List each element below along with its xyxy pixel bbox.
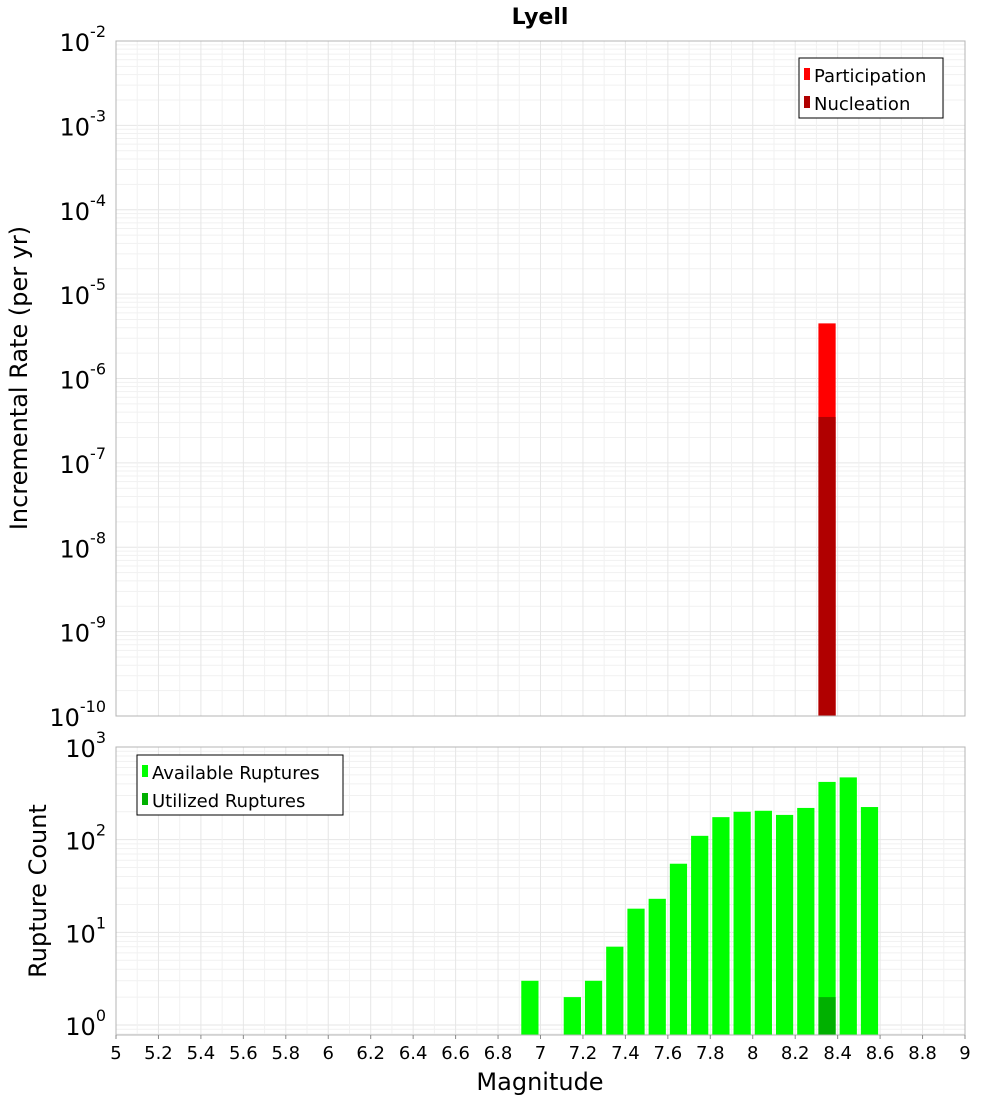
bar-bottom-available-ruptures-12 [797,807,815,1035]
legend-top [798,57,944,119]
bottom-y-axis-label: Rupture Count [24,804,52,978]
legend-label: Available Ruptures [152,763,320,784]
x-tick-label: 8.2 [781,1043,810,1064]
legend-swatch [142,793,148,805]
x-tick-label: 6.2 [356,1043,385,1064]
y-tick-label-top: 10-2 [60,22,107,57]
x-tick-label: 7.4 [611,1043,640,1064]
y-tick-label-top: 10-8 [60,528,107,563]
y-tick-label-bottom: 100 [65,1006,106,1041]
chart-title: Lyell [512,5,569,30]
bar-bottom-available-ruptures-13 [818,781,836,1035]
y-tick-label-top: 10-9 [60,613,107,648]
bar-bottom-available-ruptures-0 [521,980,539,1035]
y-tick-label-top: 10-10 [49,697,106,732]
x-tick-label: 6.8 [484,1043,513,1064]
x-tick-label: 5.8 [271,1043,300,1064]
x-tick-label: 8.6 [866,1043,895,1064]
bar-bottom-available-ruptures-9 [733,811,751,1035]
y-tick-label-bottom: 102 [65,821,106,856]
bar-bottom-available-ruptures-8 [712,817,730,1035]
bar-bottom-available-ruptures-10 [754,810,772,1035]
x-tick-label: 7.2 [569,1043,598,1064]
top-y-axis-label: Incremental Rate (per yr) [5,226,33,530]
x-tick-label: 8.8 [908,1043,937,1064]
x-tick-label: 6.6 [441,1043,470,1064]
bar-bottom-available-ruptures-1 [563,997,581,1035]
x-axis-label: Magnitude [476,1068,603,1096]
bar-bottom-available-ruptures-5 [648,898,666,1035]
legend-label: Utilized Ruptures [152,791,305,812]
y-tick-label-top: 10-5 [60,275,107,310]
x-tick-label: 6 [323,1043,334,1064]
bar-bottom-utilized-ruptures-0 [818,997,836,1035]
y-tick-label-top: 10-6 [60,360,107,395]
y-tick-label-top: 10-4 [60,191,107,226]
x-tick-label: 7 [535,1043,546,1064]
x-tick-label: 7.8 [696,1043,725,1064]
legend-label: Nucleation [814,94,910,115]
x-tick-label: 9 [959,1043,970,1064]
x-tick-label: 8 [747,1043,758,1064]
bar-bottom-available-ruptures-2 [584,980,603,1035]
x-tick-label: 5 [110,1043,121,1064]
legend-bottom [136,754,344,816]
x-tick-label: 6.4 [399,1043,428,1064]
legend-swatch [804,96,810,108]
bar-bottom-available-ruptures-15 [860,807,879,1035]
bar-bottom-available-ruptures-7 [691,835,709,1035]
y-tick-label-top: 10-3 [60,106,107,141]
x-tick-label: 5.2 [144,1043,173,1064]
y-tick-label-bottom: 103 [65,728,106,763]
y-tick-label-top: 10-7 [60,444,107,479]
bar-bottom-available-ruptures-14 [839,777,857,1035]
x-tick-label: 8.4 [823,1043,852,1064]
x-tick-label: 5.4 [187,1043,216,1064]
top-plot-area [115,40,966,717]
bar-bottom-available-ruptures-3 [606,946,624,1035]
bar-bottom-available-ruptures-11 [775,814,794,1035]
x-tick-label: 5.6 [229,1043,258,1064]
x-tick-label: 7.6 [654,1043,683,1064]
legend-label: Participation [814,66,926,87]
bar-bottom-available-ruptures-4 [627,908,645,1035]
legend-swatch [142,765,148,777]
y-tick-label-bottom: 101 [65,913,106,948]
bar-bottom-available-ruptures-6 [669,863,688,1035]
legend-swatch [804,68,810,80]
bar-top-nucleation-0 [818,416,836,716]
